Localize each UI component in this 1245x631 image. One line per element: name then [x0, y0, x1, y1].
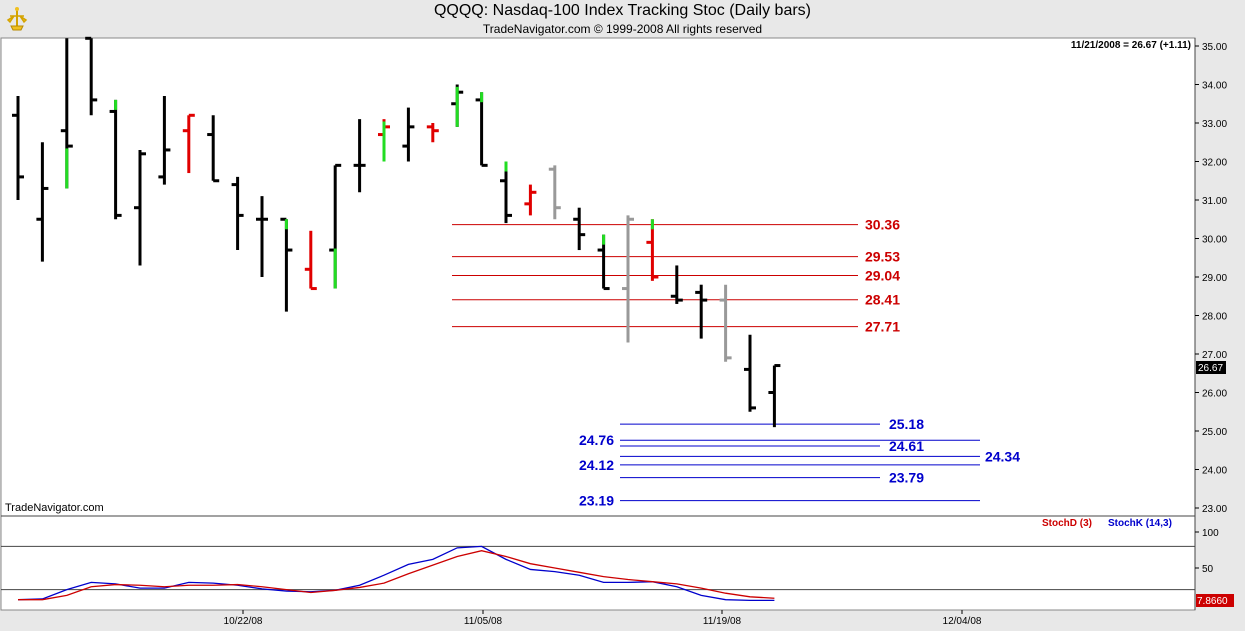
level-label: 27.71	[865, 319, 900, 335]
y-tick-label: 23.00	[1202, 504, 1227, 515]
x-tick-label: 10/22/08	[224, 616, 263, 627]
stoch-last-badge	[1196, 594, 1234, 607]
y-tick-label: 24.00	[1202, 466, 1227, 477]
level-label: 29.53	[865, 249, 900, 265]
last-price-label: 26.67	[1198, 363, 1223, 374]
chart-title: QQQQ: Nasdaq-100 Index Tracking Stoc (Da…	[433, 2, 812, 19]
level-label: 23.79	[889, 470, 924, 486]
y-tick-label: 28.00	[1202, 312, 1227, 323]
stoch-last-value: 7.8660	[1197, 596, 1228, 607]
y-tick-label: 34.00	[1202, 81, 1227, 92]
y-tick-label: 35.00	[1202, 42, 1227, 53]
chart-subtitle: TradeNavigator.com © 1999-2008 All right…	[482, 22, 763, 36]
y-tick-label: 33.00	[1202, 119, 1227, 130]
level-label: 28.41	[865, 292, 900, 308]
y-tick-label: 27.00	[1202, 350, 1227, 361]
y-tick-label: 26.00	[1202, 389, 1227, 400]
level-label: 24.76	[579, 432, 614, 448]
last-price-badge	[1196, 361, 1226, 374]
level-label: 29.04	[865, 267, 900, 283]
y-tick-label: 25.00	[1202, 427, 1227, 438]
level-label: 25.18	[889, 416, 924, 432]
legend-stochk: StochK (14,3)	[1108, 518, 1172, 529]
stoch-tick-label: 100	[1202, 528, 1219, 539]
x-tick-label: 11/19/08	[703, 616, 742, 627]
level-label: 23.19	[579, 493, 614, 509]
last-close-info: 11/21/2008 = 26.67 (+1.11)	[1071, 40, 1191, 51]
level-label: 24.61	[889, 438, 924, 454]
stoch-tick-label: 50	[1202, 564, 1214, 575]
level-label: 24.34	[985, 448, 1020, 464]
y-tick-label: 29.00	[1202, 273, 1227, 284]
level-label: 30.36	[865, 217, 900, 233]
x-tick-label: 12/04/08	[943, 616, 982, 627]
level-label: 24.12	[579, 457, 614, 473]
x-tick-label: 11/05/08	[464, 616, 503, 627]
stoch-series-line	[18, 550, 775, 601]
y-tick-label: 32.00	[1202, 158, 1227, 169]
legend-stochd: StochD (3)	[1042, 518, 1092, 529]
price-pane	[0, 37, 1196, 517]
y-tick-label: 31.00	[1202, 196, 1227, 207]
trade-navigator-logo-icon	[4, 6, 30, 32]
stochastic-pane	[0, 515, 1196, 611]
y-tick-label: 30.00	[1202, 235, 1227, 246]
watermark: TradeNavigator.com	[5, 502, 104, 514]
